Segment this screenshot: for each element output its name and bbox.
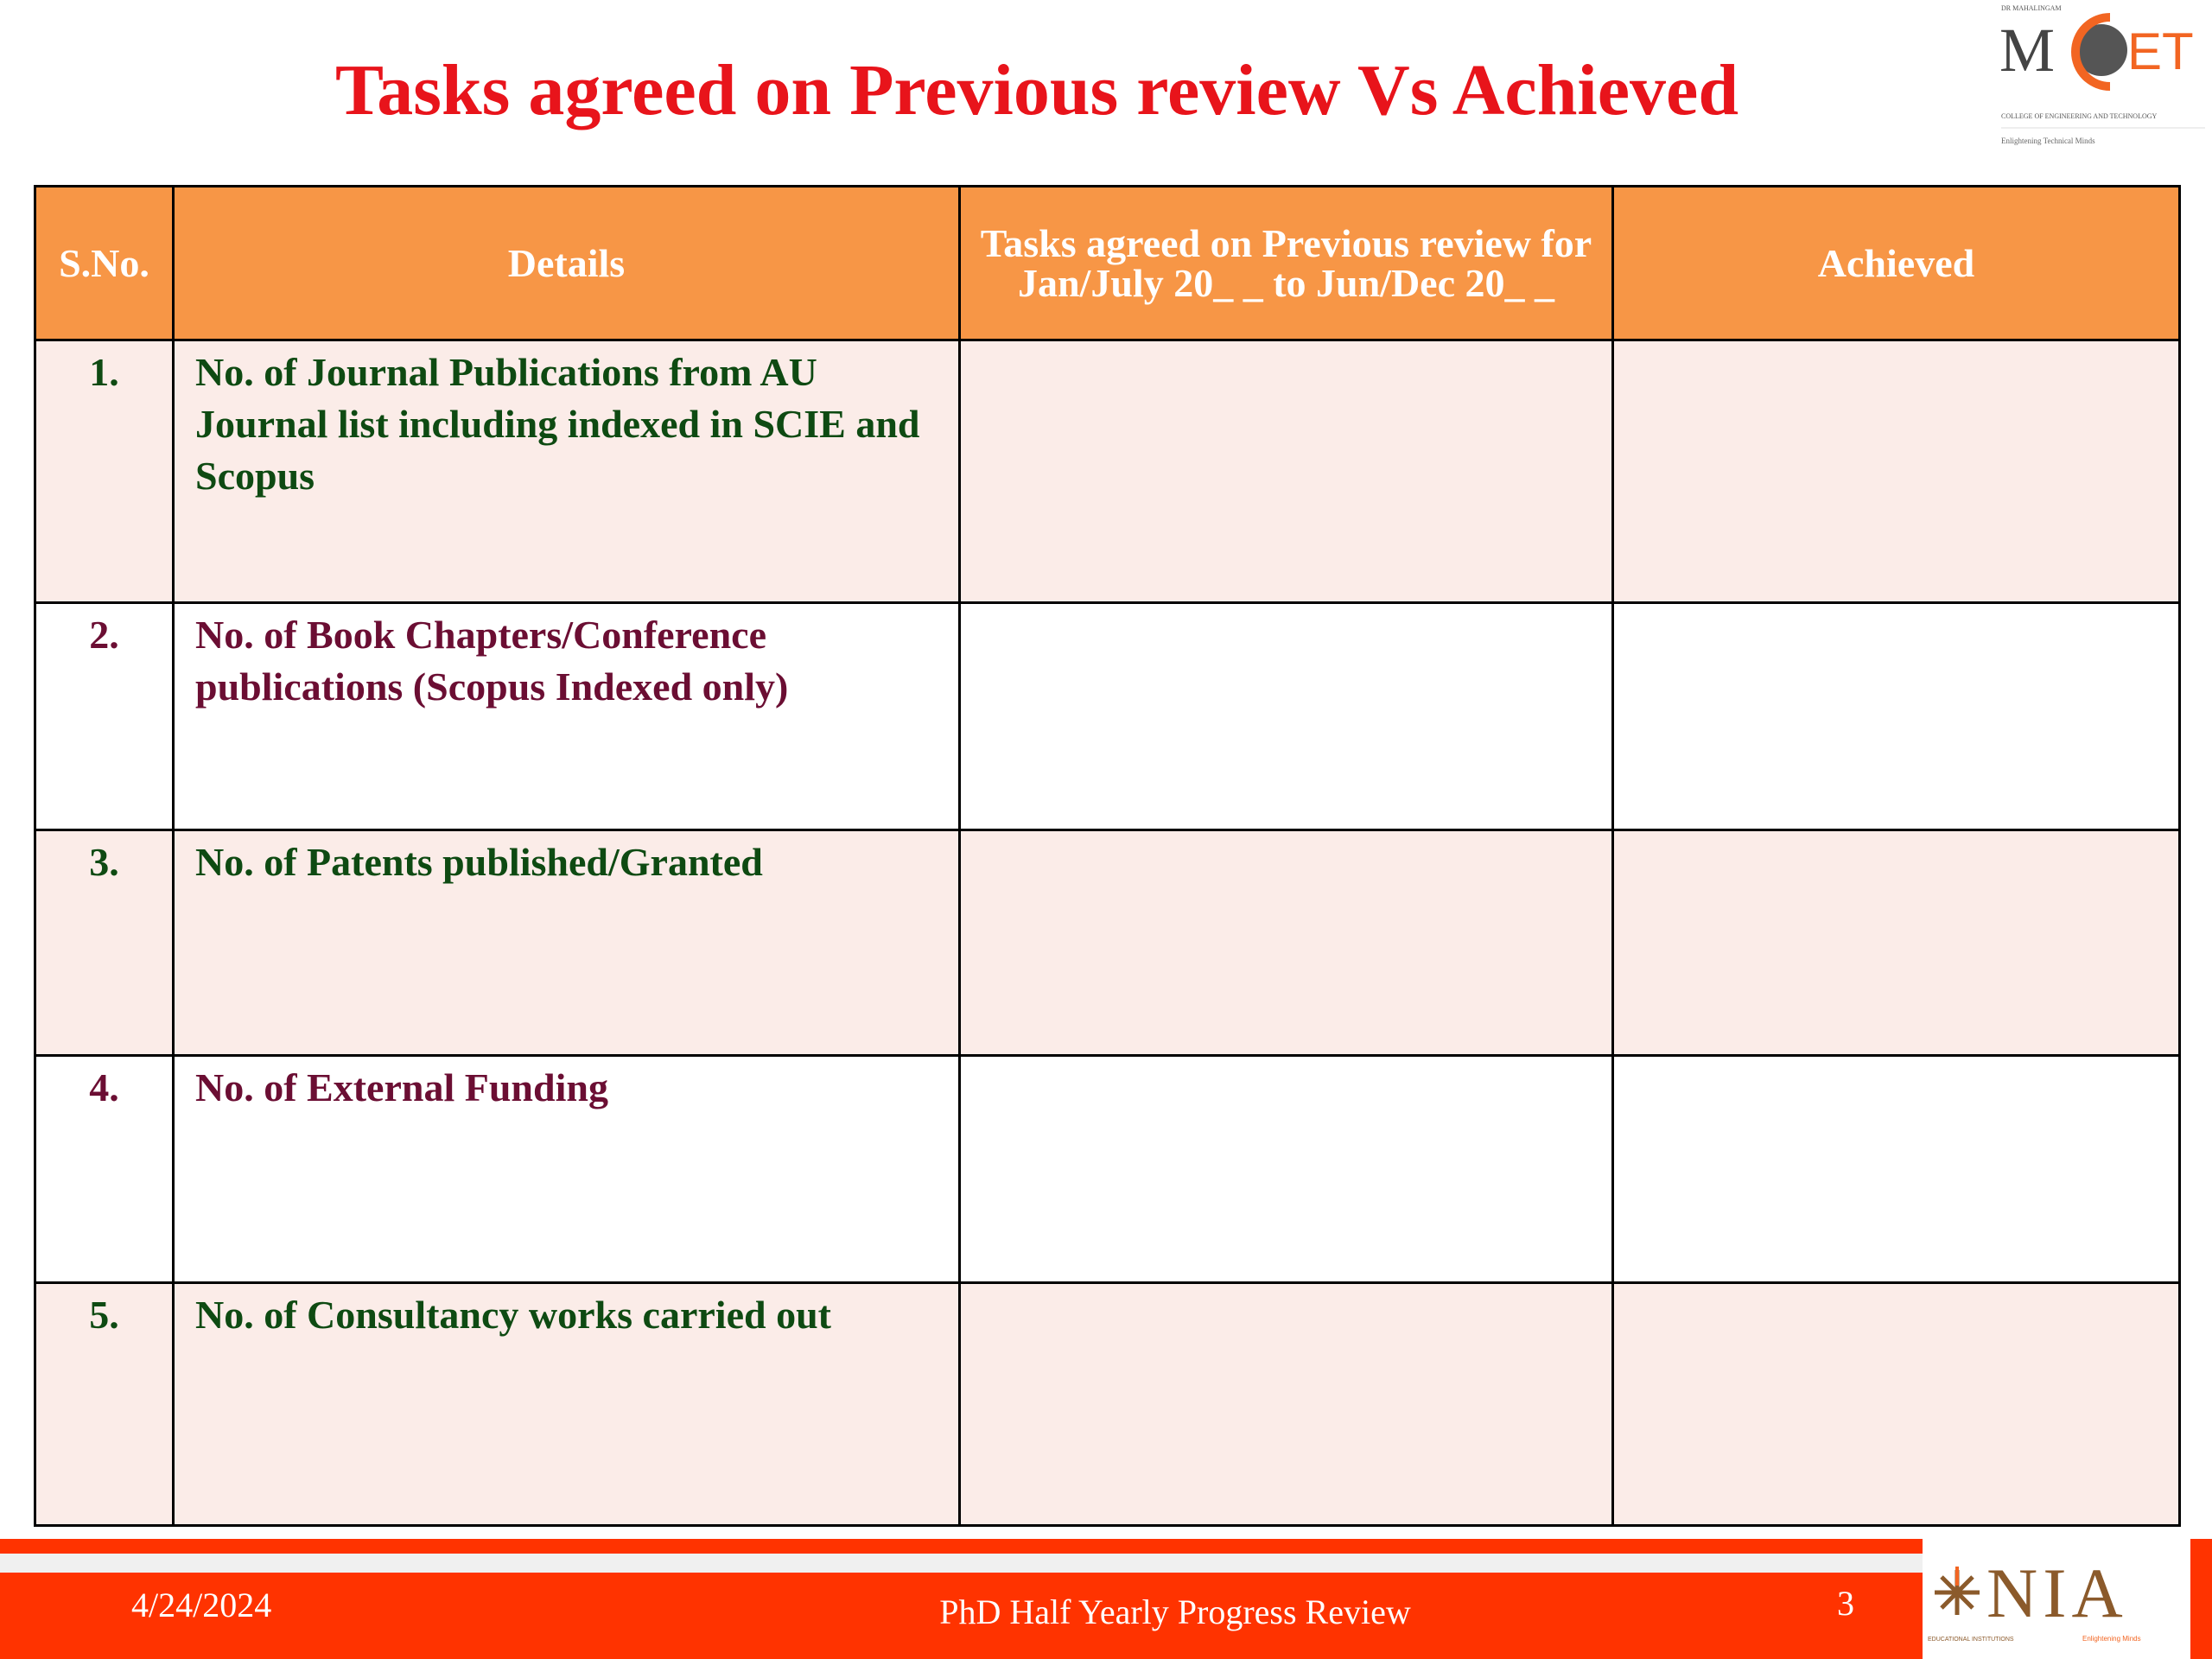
table-row: 5. No. of Consultancy works carried out [34,1281,2181,1527]
row-agreed-cell[interactable] [958,339,1614,604]
mcet-logo: DR MAHALINGAM M ET COLLEGE OF ENGINEERIN… [1999,4,2205,145]
svg-text:DR MAHALINGAM: DR MAHALINGAM [2001,4,2062,12]
table-row: 2. No. of Book Chapters/Conference publi… [34,601,2181,831]
row-sno: 2. [34,601,175,831]
row-details: No. of Journal Publications from AU Jour… [172,339,961,604]
row-achieved-cell[interactable] [1611,1054,2181,1284]
table-row: 4. No. of External Funding [34,1054,2181,1284]
row-achieved-cell[interactable] [1611,1281,2181,1527]
row-agreed-cell[interactable] [958,601,1614,831]
svg-text:Enlightening Minds: Enlightening Minds [2082,1635,2141,1643]
header-sno: S.No. [34,185,175,341]
table-header-row: S.No. Details Tasks agreed on Previous r… [34,185,2181,341]
row-details: No. of Book Chapters/Conference publicat… [172,601,961,831]
svg-text:EDUCATIONAL INSTITUTIONS: EDUCATIONAL INSTITUTIONS [1928,1637,2014,1643]
row-agreed-cell[interactable] [958,1054,1614,1284]
row-agreed-cell[interactable] [958,1281,1614,1527]
svg-text:NIA: NIA [1986,1554,2128,1632]
row-achieved-cell[interactable] [1611,601,2181,831]
footer-stripe-right [2190,1539,2212,1659]
row-sno: 3. [34,829,175,1057]
nia-logo: NIA EDUCATIONAL INSTITUTIONS Enlightenin… [1923,1539,2190,1659]
footer-date: 4/24/2024 [131,1586,272,1624]
footer-bar [0,1573,1923,1659]
header-achieved: Achieved [1611,185,2181,341]
header-details: Details [172,185,961,341]
row-agreed-cell[interactable] [958,829,1614,1057]
table-row: 1. No. of Journal Publications from AU J… [34,339,2181,604]
row-details: No. of Patents published/Granted [172,829,961,1057]
footer-title: PhD Half Yearly Progress Review [939,1592,1411,1631]
svg-text:ET: ET [2127,22,2194,80]
svg-text:COLLEGE OF ENGINEERING AND TEC: COLLEGE OF ENGINEERING AND TECHNOLOGY [2001,112,2158,120]
row-details: No. of External Funding [172,1054,961,1284]
row-sno: 4. [34,1054,175,1284]
row-achieved-cell[interactable] [1611,339,2181,604]
row-sno: 1. [34,339,175,604]
flower-icon [1935,1567,1980,1615]
slide-title: Tasks agreed on Previous review Vs Achie… [334,50,1739,130]
footer-stripe-top [0,1539,1923,1554]
header-agreed-line2: Jan/July 20_ _ to Jun/Dec 20_ _ [1017,260,1555,305]
row-details: No. of Consultancy works carried out [172,1281,961,1527]
table-row: 3. No. of Patents published/Granted [34,829,2181,1057]
footer-stripe-gray [0,1554,1923,1573]
svg-text:Enlightening Technical Minds: Enlightening Technical Minds [2001,137,2095,145]
header-agreed: Tasks agreed on Previous review for Jan/J… [958,185,1614,341]
header-agreed-line1: Tasks agreed on Previous review for [980,220,1592,265]
svg-text:M: M [1999,16,2055,85]
row-achieved-cell[interactable] [1611,829,2181,1057]
tasks-table: S.No. Details Tasks agreed on Previous r… [34,185,2181,1527]
footer-page-number: 3 [1837,1584,1854,1623]
row-sno: 5. [34,1281,175,1527]
